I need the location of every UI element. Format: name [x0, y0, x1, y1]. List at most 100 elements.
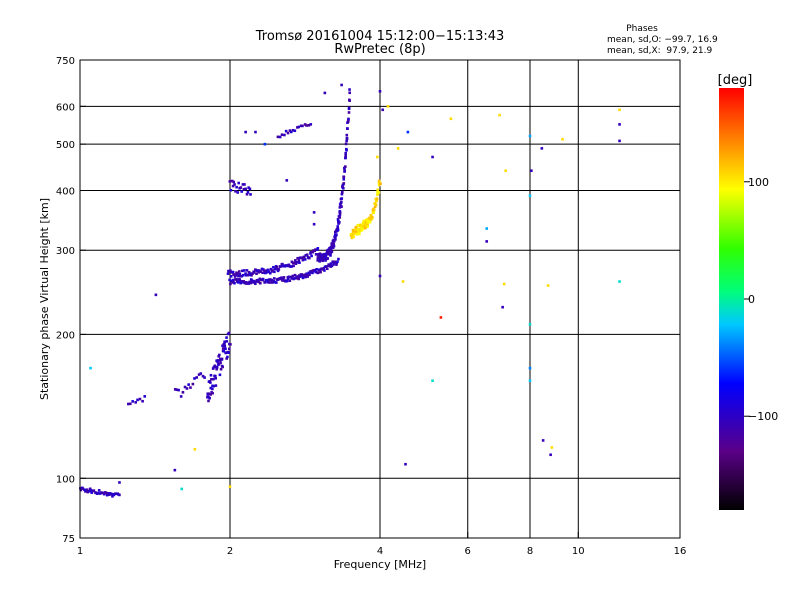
data-point — [210, 377, 213, 381]
data-point — [245, 192, 249, 196]
data-point — [211, 391, 214, 395]
data-point — [338, 213, 342, 217]
data-point — [187, 383, 190, 386]
data-point — [255, 272, 258, 276]
data-point — [191, 382, 195, 386]
data-point — [236, 281, 240, 284]
data-point — [235, 185, 238, 189]
data-point — [351, 228, 355, 232]
data-point — [237, 274, 240, 278]
data-point — [235, 278, 238, 281]
data-point — [340, 197, 344, 200]
data-point — [293, 273, 297, 277]
data-point — [332, 244, 336, 248]
data-point — [358, 229, 362, 233]
data-point — [276, 269, 280, 273]
data-point — [296, 275, 299, 278]
data-point — [540, 147, 544, 150]
data-point — [340, 205, 343, 208]
data-point — [304, 254, 308, 257]
y-axis-label: Stationary phase Virtual Height [km] — [38, 198, 51, 400]
data-point — [239, 186, 243, 189]
data-point — [286, 277, 290, 280]
data-point — [321, 257, 324, 261]
data-point — [257, 270, 261, 274]
data-point — [264, 271, 268, 274]
data-point — [208, 396, 211, 400]
data-point — [88, 487, 92, 491]
data-point — [238, 270, 241, 273]
data-point — [337, 257, 340, 261]
data-point — [108, 492, 112, 495]
data-point — [314, 248, 317, 251]
data-point — [255, 269, 259, 273]
data-point — [223, 342, 226, 346]
data-point — [325, 267, 329, 271]
data-point — [263, 269, 266, 273]
data-point — [375, 197, 379, 201]
data-point — [618, 108, 621, 112]
data-point — [293, 277, 297, 280]
data-point — [546, 284, 550, 287]
data-point — [378, 181, 381, 184]
grid-lines — [80, 60, 680, 538]
data-point — [335, 233, 338, 236]
data-point — [247, 282, 251, 285]
data-point — [308, 273, 311, 277]
data-point — [332, 242, 335, 246]
data-point — [240, 274, 244, 278]
data-point — [227, 351, 230, 354]
data-point — [279, 277, 282, 281]
data-point — [248, 187, 252, 191]
data-point — [226, 272, 230, 275]
data-point — [310, 269, 314, 273]
data-point — [354, 228, 357, 231]
data-point — [218, 373, 222, 377]
data-point — [97, 489, 101, 492]
data-point — [501, 305, 504, 309]
data-point — [348, 91, 352, 95]
data-point — [294, 262, 298, 265]
data-point — [296, 126, 299, 129]
data-point — [127, 402, 130, 406]
data-point — [333, 239, 336, 243]
data-point — [340, 192, 344, 196]
x-tick-label: 16 — [674, 546, 687, 557]
data-point — [265, 269, 268, 272]
data-point — [219, 367, 223, 371]
data-point — [228, 278, 231, 282]
data-point — [257, 278, 260, 282]
data-point — [363, 223, 366, 226]
data-point — [485, 240, 489, 243]
data-point — [272, 266, 275, 269]
data-points — [79, 83, 621, 498]
data-point — [218, 353, 221, 357]
data-point — [235, 273, 239, 277]
data-point — [154, 293, 158, 297]
data-point — [287, 275, 291, 279]
data-point — [338, 206, 342, 209]
data-point — [282, 277, 285, 281]
data-point — [272, 277, 276, 280]
data-point — [323, 269, 326, 272]
data-point — [343, 166, 346, 170]
data-point — [341, 184, 344, 188]
data-point — [244, 187, 247, 191]
data-point — [377, 183, 381, 187]
data-point — [195, 376, 199, 379]
data-point — [324, 255, 328, 258]
data-point — [209, 381, 212, 384]
data-point — [618, 139, 621, 143]
data-point — [229, 343, 232, 346]
data-point — [528, 322, 532, 326]
data-point — [300, 274, 304, 277]
data-point — [203, 376, 206, 379]
data-point — [219, 357, 222, 361]
data-point — [618, 280, 621, 283]
data-point — [377, 191, 381, 194]
data-point — [342, 177, 346, 181]
data-point — [364, 218, 368, 222]
data-point — [281, 264, 284, 268]
data-point — [211, 367, 215, 370]
